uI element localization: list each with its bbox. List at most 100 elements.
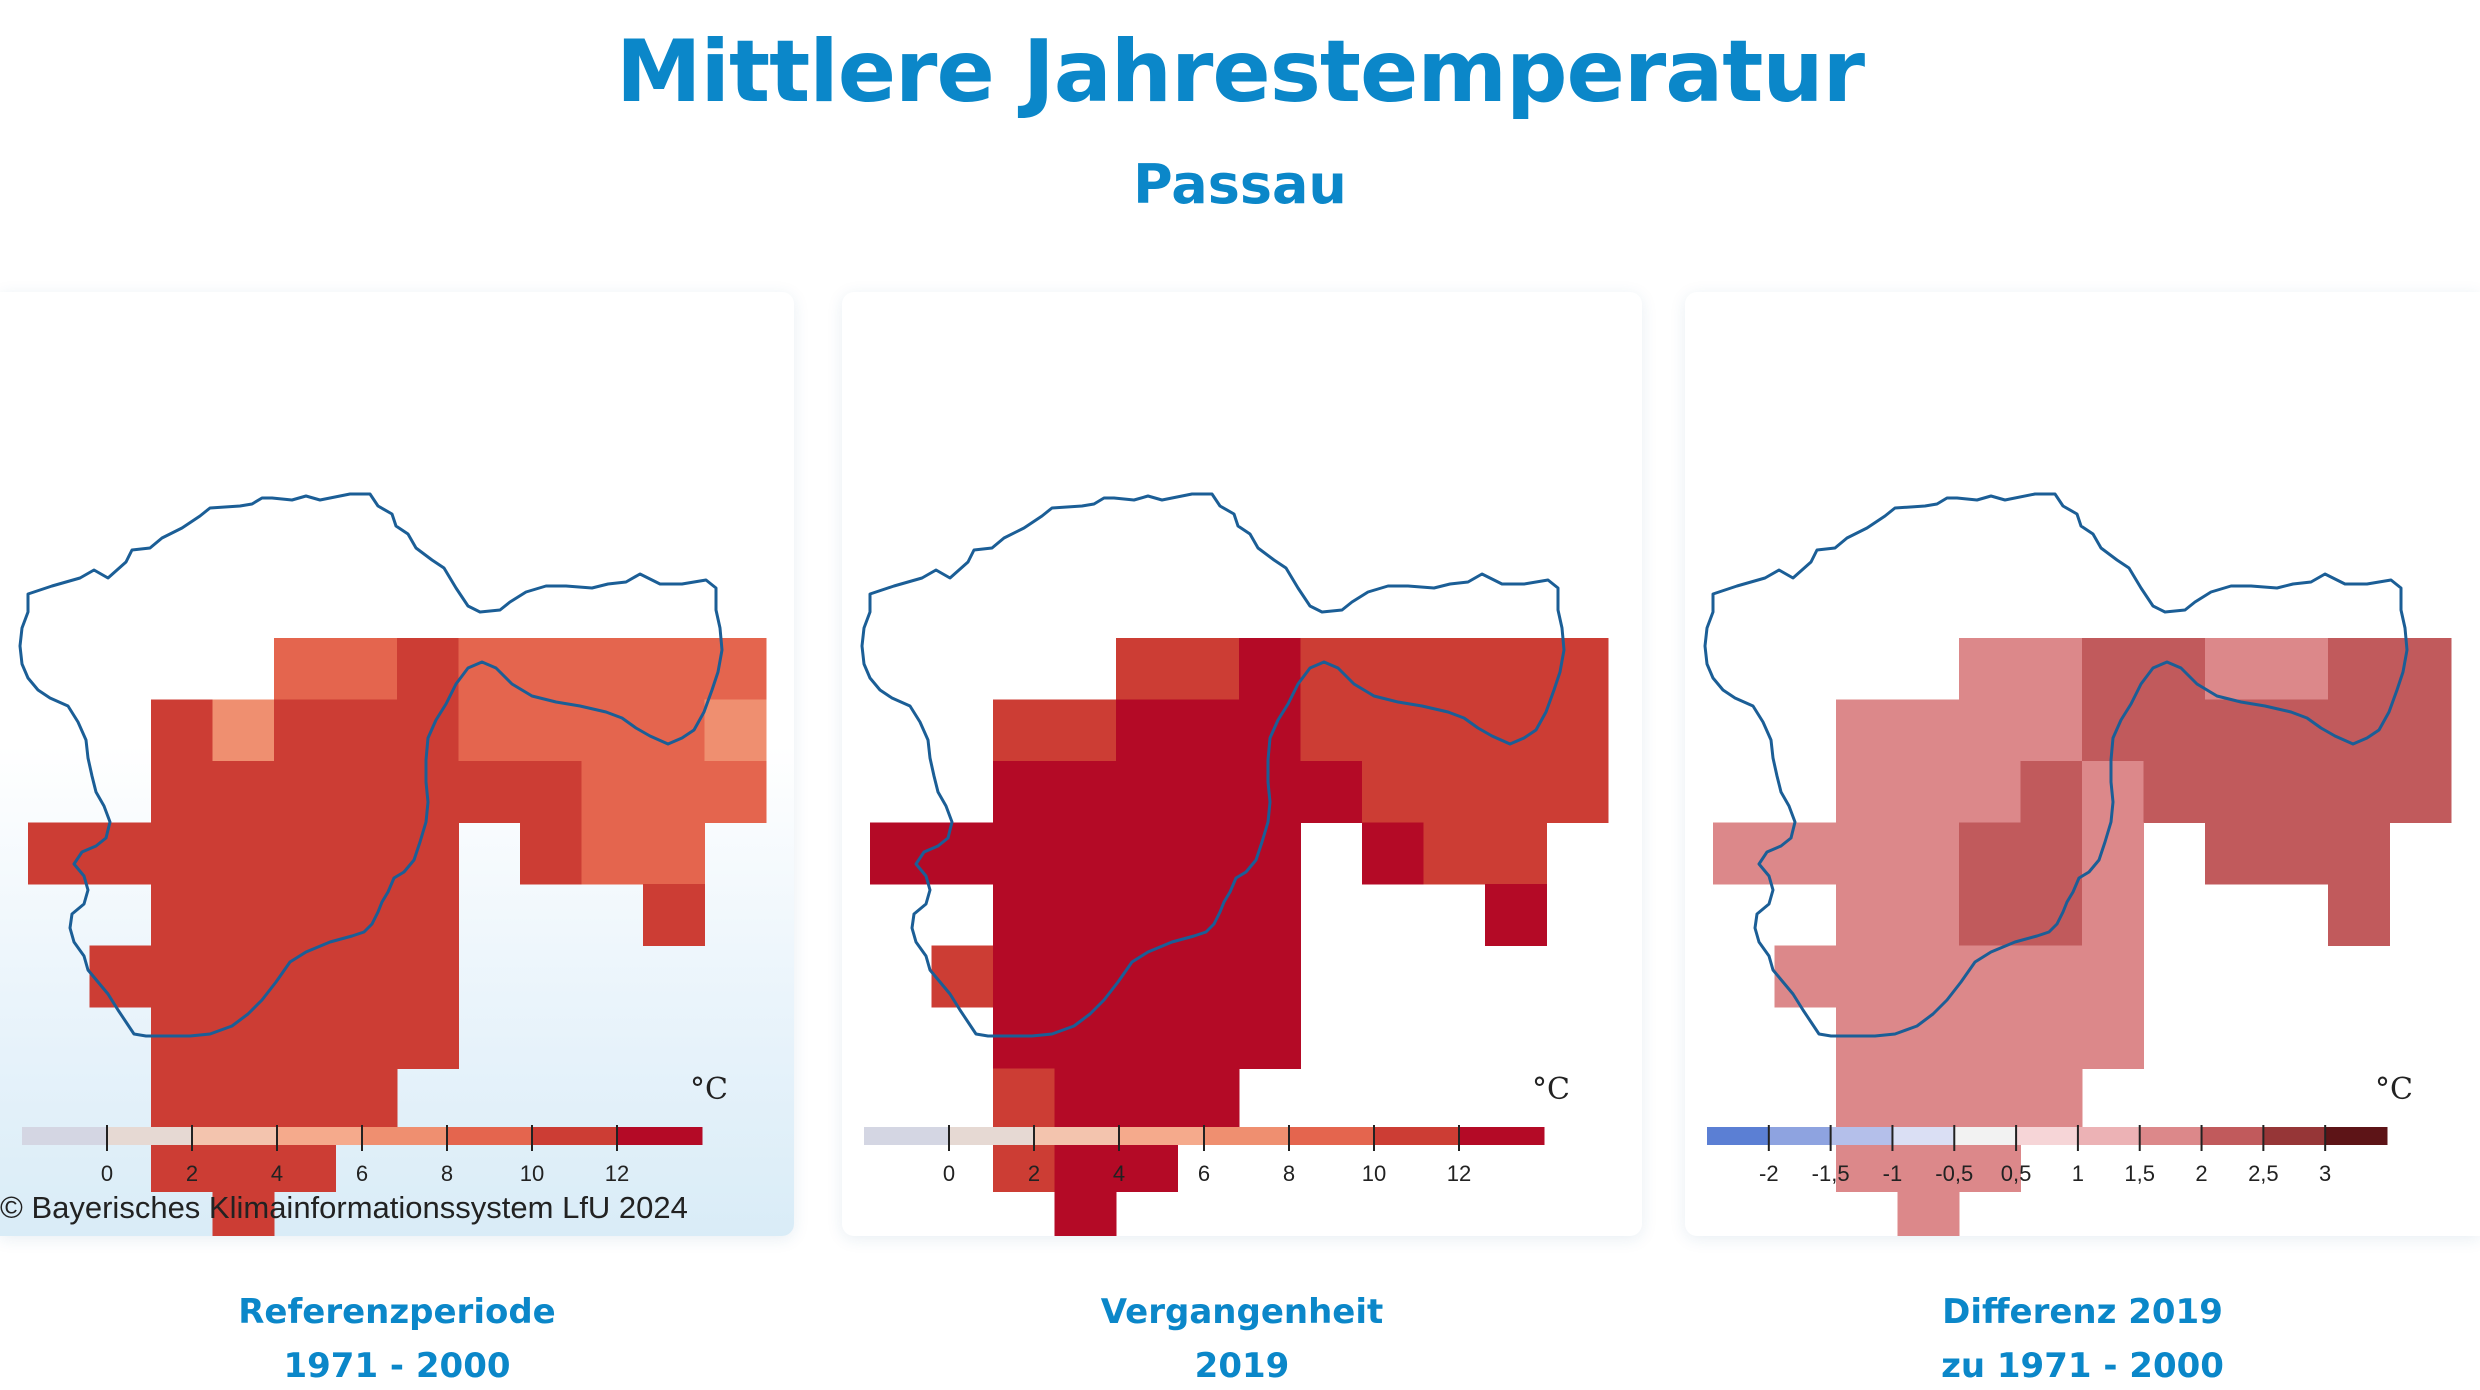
raster-cell: [274, 1068, 336, 1131]
legend-swatch: [1954, 1127, 2017, 1145]
legend-tick-label: -1,5: [1812, 1161, 1850, 1186]
raster-cell: [1485, 638, 1547, 700]
raster-cell: [212, 884, 275, 946]
raster-cell: [212, 761, 275, 823]
map-difference[interactable]: -2 -1,5 -1 -0,5 0,5 1 1,5 2 2,5 3: [1685, 292, 2480, 1236]
raster-cell: [397, 822, 459, 885]
raster-cell: [1300, 699, 1363, 762]
legend-swatch: [532, 1127, 618, 1145]
raster-cell: [1177, 761, 1240, 823]
district-boundary: [1703, 492, 2409, 1038]
raster-cell: [212, 1191, 275, 1236]
raster-cell: [931, 822, 994, 885]
raster-cell: [993, 699, 1055, 762]
raster-cell: [704, 761, 767, 823]
raster-cell: [2020, 945, 2083, 1008]
raster-cell: [335, 638, 398, 700]
raster-cell: [151, 761, 213, 823]
raster-cell: [1959, 822, 2021, 885]
legend-swatch: [1892, 1127, 1955, 1145]
legend-swatch: [1289, 1127, 1375, 1145]
legend-tick-label: 2: [1028, 1161, 1040, 1186]
raster-cell: [2328, 822, 2390, 885]
raster-cell: [274, 884, 336, 946]
raster-cell: [1546, 638, 1609, 700]
raster-cell: [1116, 761, 1178, 823]
legend-tick-label: 0,5: [2001, 1161, 2032, 1186]
raster-cell: [2389, 761, 2452, 823]
raster-cell: [993, 1068, 1055, 1131]
legend-swatch: [1707, 1127, 1770, 1145]
raster-cell: [1485, 822, 1547, 885]
raster-cell: [1116, 699, 1178, 762]
raster-cell: [1177, 699, 1240, 762]
raster-cell: [643, 699, 705, 762]
raster-cell: [151, 884, 213, 946]
raster-cell: [1546, 761, 1609, 823]
raster-cell: [2020, 638, 2083, 700]
district-boundary: [860, 492, 1566, 1038]
legend-tick-label: 6: [356, 1161, 368, 1186]
page-title: Mittlere Jahrestemperatur: [615, 22, 1865, 122]
caption-line-1: Referenzperiode: [238, 1292, 556, 1332]
map-reference[interactable]: 0 2 4 6 8 10 12: [0, 292, 794, 1236]
raster-cell: [993, 945, 1055, 1008]
page-subtitle: Passau: [1133, 153, 1347, 216]
raster-grid: [28, 638, 767, 1236]
unit-label: °C: [2375, 1072, 2413, 1107]
raster-cell: [1177, 945, 1240, 1008]
raster-cell: [704, 638, 767, 700]
raster-cell: [1054, 884, 1117, 946]
raster-cell: [2205, 761, 2267, 823]
raster-cell: [1116, 822, 1178, 885]
raster-cell: [335, 1068, 398, 1131]
raster-cell: [643, 638, 705, 700]
legend-swatch: [277, 1127, 363, 1145]
raster-cell: [993, 1007, 1055, 1069]
raster-cell: [1959, 638, 2021, 700]
raster-cell: [1362, 638, 1424, 700]
legend-tick-label: 2,5: [2248, 1161, 2279, 1186]
raster-cell: [931, 945, 994, 1008]
raster-cell: [2020, 822, 2083, 885]
raster-cell: [1054, 822, 1117, 885]
legend-swatch: [2325, 1127, 2388, 1145]
raster-cell: [335, 761, 398, 823]
raster-cell: [2020, 761, 2083, 823]
raster-cell: [1177, 1068, 1240, 1131]
raster-grid: [870, 638, 1609, 1236]
legend-tick-label: -0,5: [1935, 1161, 1973, 1186]
color-legend: 0 2 4 6 8 10 12: [22, 1125, 703, 1186]
legend-tick-label: 8: [1283, 1161, 1295, 1186]
raster-cell: [1362, 699, 1424, 762]
raster-cell: [1239, 822, 1301, 885]
legend-tick-label: -1: [1883, 1161, 1903, 1186]
raster-cell: [2328, 638, 2390, 700]
unit-label: °C: [690, 1072, 728, 1107]
legend-tick-label: 0: [943, 1161, 955, 1186]
raster-cell: [1836, 945, 1898, 1008]
raster-grid: [1713, 638, 2452, 1236]
raster-cell: [2082, 884, 2144, 946]
map-past[interactable]: 0 2 4 6 8 10 12: [842, 292, 1642, 1236]
raster-cell: [274, 945, 336, 1008]
raster-cell: [1897, 822, 1960, 885]
raster-cell: [2389, 699, 2452, 762]
raster-cell: [1897, 884, 1960, 946]
raster-cell: [1116, 1068, 1178, 1131]
raster-cell: [274, 699, 336, 762]
legend-swatch: [2201, 1127, 2264, 1145]
raster-cell: [1897, 699, 1960, 762]
raster-cell: [2205, 822, 2267, 885]
raster-cell: [1423, 761, 1486, 823]
raster-cell: [335, 945, 398, 1008]
raster-cell: [1485, 761, 1547, 823]
legend-swatch: [1830, 1127, 1893, 1145]
raster-cell: [581, 822, 644, 885]
raster-cell: [1054, 699, 1117, 762]
raster-cell: [458, 699, 521, 762]
raster-cell: [1239, 945, 1301, 1008]
caption-line-1: Vergangenheit: [1100, 1292, 1384, 1332]
legend-swatch: [2077, 1127, 2141, 1145]
raster-cell: [1362, 822, 1424, 885]
